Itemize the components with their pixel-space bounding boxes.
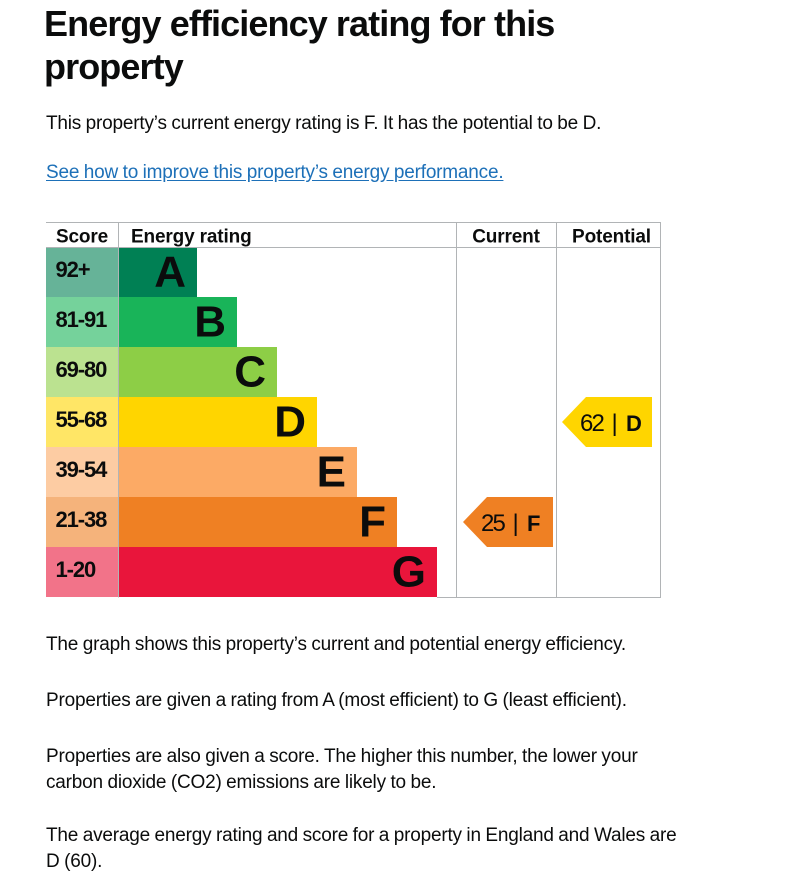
band-bar-c [119,347,277,397]
band-letter-g: G [392,548,426,597]
score-cell-c [46,347,118,397]
column-header-current: Current [472,227,540,248]
score-label-g: 1-20 [56,557,96,582]
epc-chart-container: 92+ A 81-91 B 69-80 C 55-68 D 39-54 E 21-38 F 1-20 G S… [46,186,741,599]
potential-rating-arrow: 62 | D [562,397,652,447]
score-label-b: 81-91 [56,307,108,332]
score-description: Properties are also given a score. The h… [46,746,638,793]
band-bar-g [119,547,437,597]
score-label-d: 55-68 [56,407,108,432]
score-cell-d [46,397,118,447]
band-bar-a [119,247,197,297]
current-rating-arrow-band-letter: F [527,511,540,536]
rating-description: Properties are given a rating from A (mo… [46,690,627,711]
current-rating-arrow-shape [463,497,553,547]
band-letter-f: F [359,498,386,547]
score-label-a: 92+ [56,257,90,282]
potential-rating-arrow-value: 62 [580,410,605,437]
current-rating-arrow-label: 25 | F [481,510,540,537]
intro-text: This property’s current energy rating is… [46,113,602,134]
epc-rating-chart: 92+ A 81-91 B 69-80 C 55-68 D 39-54 E 21-38 F 1-20 G S… [46,222,661,598]
improve-energy-performance-link[interactable]: See how to improve this property’s energ… [46,162,504,183]
score-cell-b [46,297,118,347]
score-cell-g [46,547,118,597]
band-letter-c: C [234,348,266,397]
potential-rating-arrow-shape [562,397,652,447]
improve-link-row: See how to improve this property’s energ… [46,137,741,186]
score-cell-a [46,247,118,297]
column-header-energy-rating: Energy rating [131,227,252,248]
epc-page: Energy efficiency rating for this proper… [44,3,741,872]
potential-rating-arrow-band-letter: D [626,411,642,436]
band-bar-e [119,447,357,497]
potential-rating-arrow-separator: | [612,410,617,437]
average-rating-description: The average energy rating and score for … [46,825,677,872]
page-title: Energy efficiency rating for this proper… [44,3,555,87]
current-rating-arrow: 25 | F [463,497,553,547]
column-header-score: Score [56,227,108,248]
score-cell-f [46,497,118,547]
column-header-potential: Potential [572,227,651,248]
band-letter-d: D [274,398,306,447]
band-bar-d [119,397,317,447]
band-letter-e: E [317,448,346,497]
score-label-c: 69-80 [56,357,108,382]
band-bar-b [119,297,237,347]
band-letter-b: B [194,298,226,347]
potential-rating-arrow-label: 62 | D [580,410,642,437]
current-rating-arrow-separator: | [513,510,518,537]
band-bar-f [119,497,397,547]
score-label-e: 39-54 [56,457,109,482]
graph-description: The graph shows this property’s current … [46,634,626,655]
score-cell-e [46,447,118,497]
current-rating-arrow-value: 25 [481,510,506,537]
band-letter-a: A [154,248,186,297]
score-label-f: 21-38 [56,507,108,532]
